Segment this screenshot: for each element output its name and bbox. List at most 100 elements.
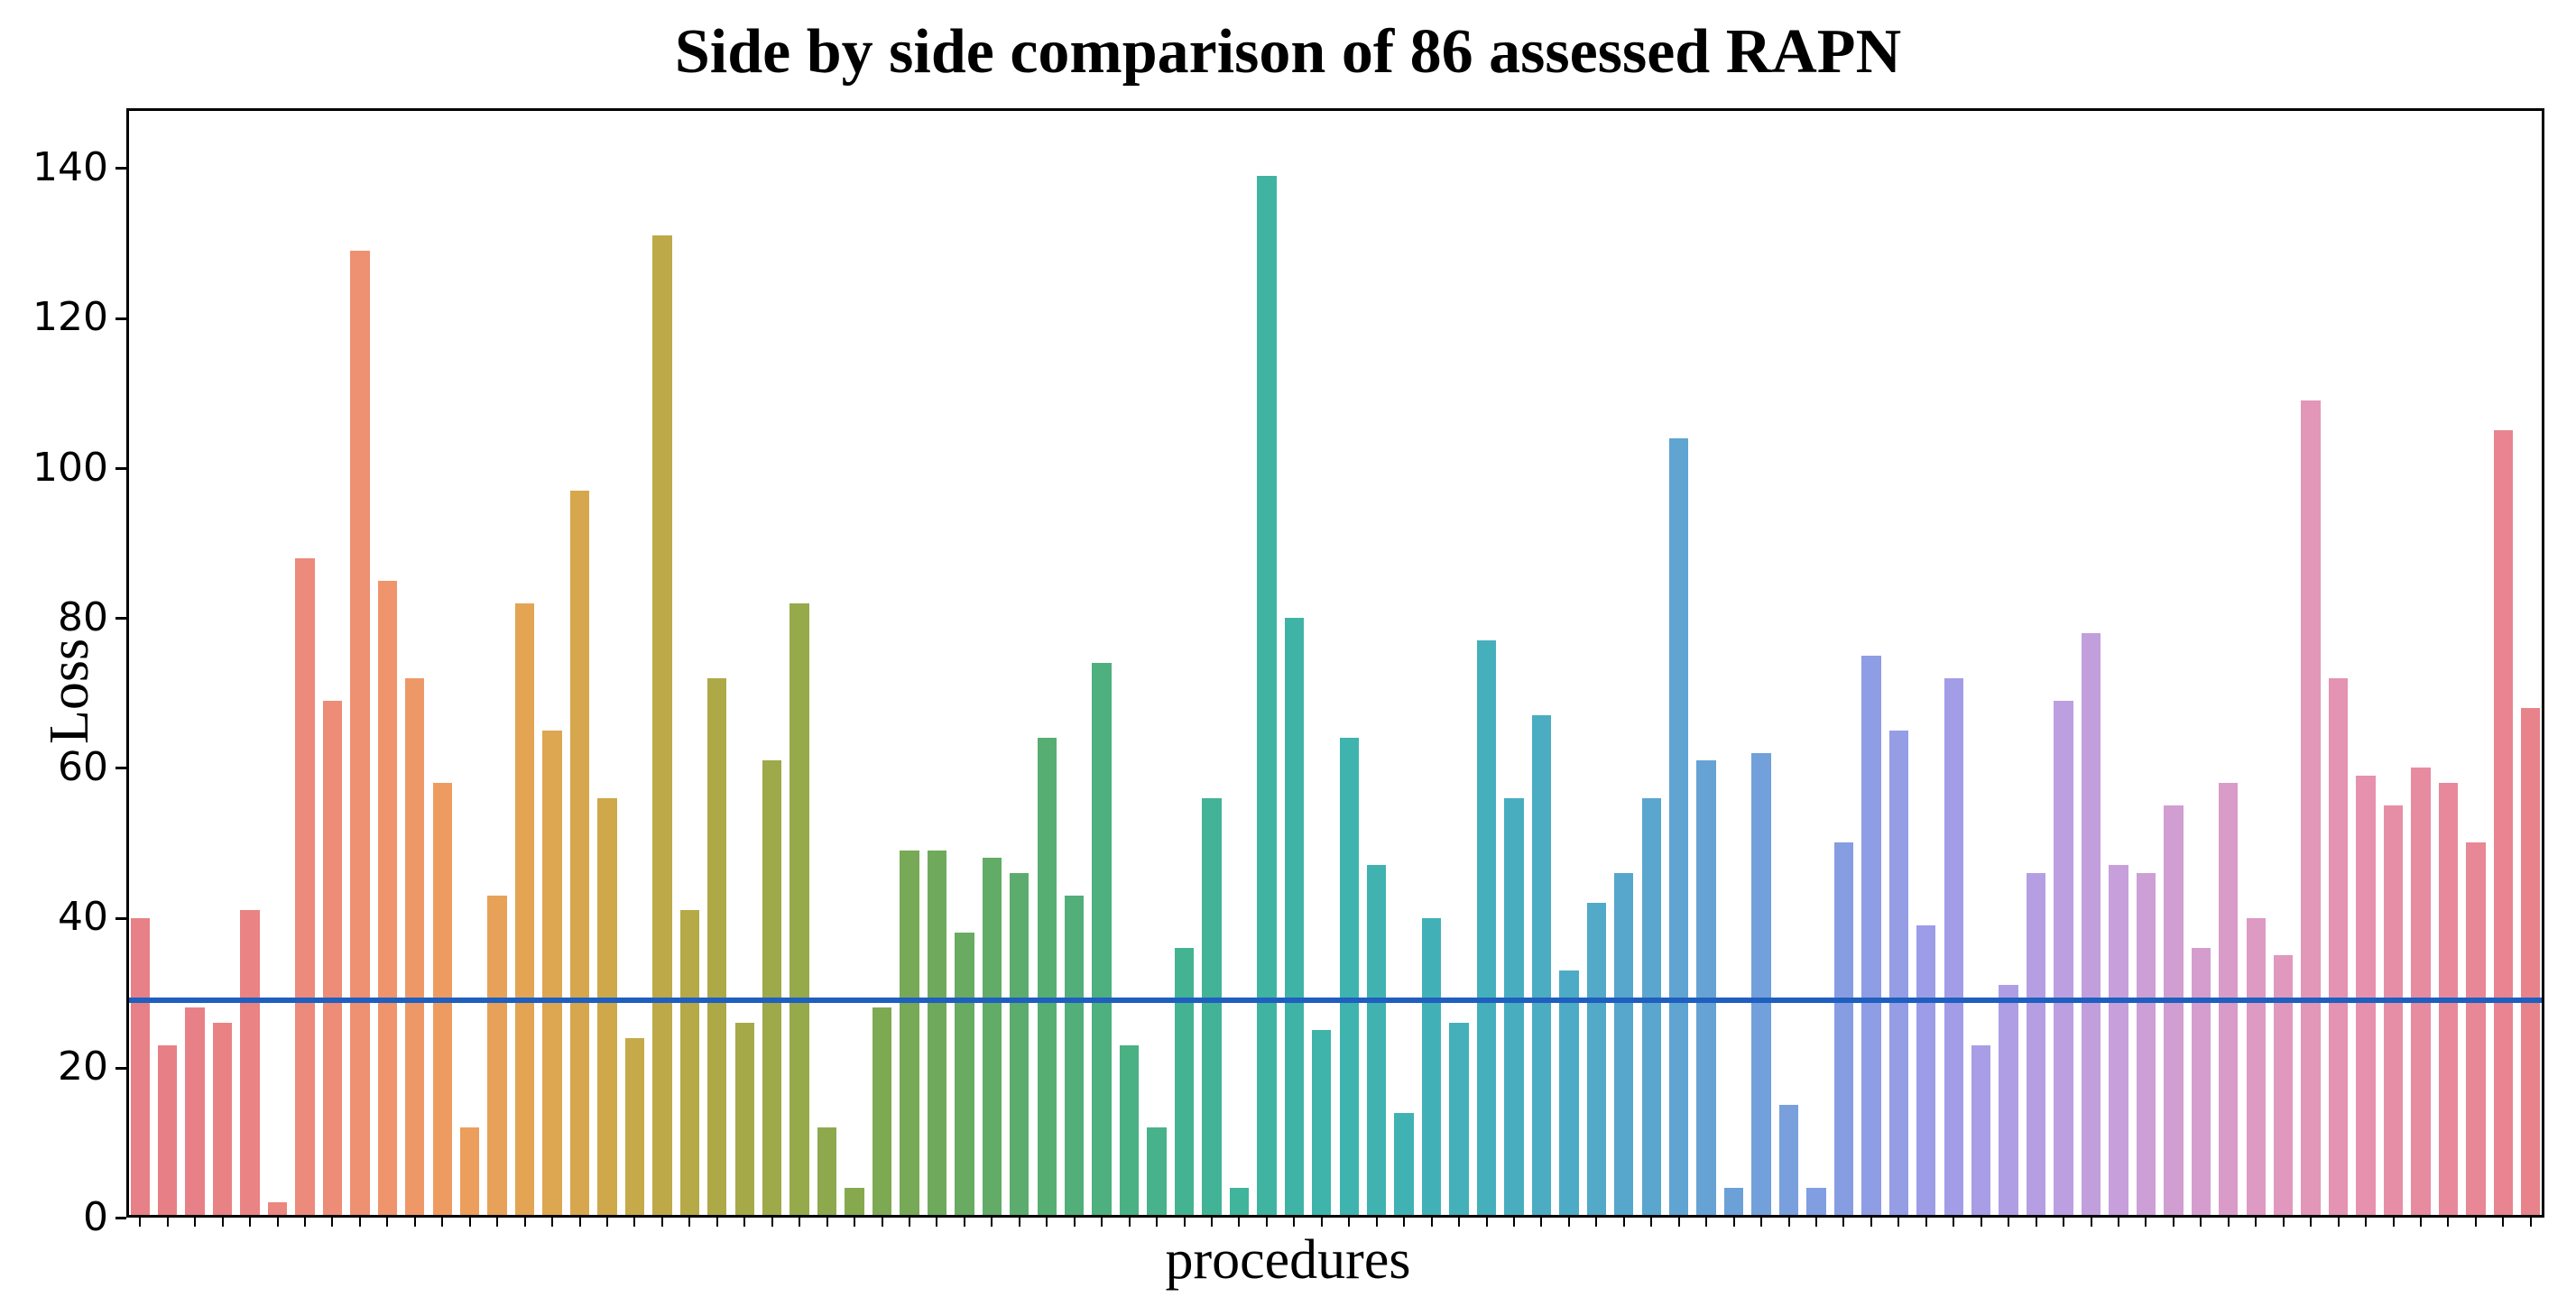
xtick-mark <box>1568 1218 1570 1227</box>
xtick-mark <box>1019 1218 1020 1227</box>
xtick-mark <box>2420 1218 2422 1227</box>
bar <box>185 1007 204 1218</box>
xtick-mark <box>882 1218 883 1227</box>
ytick-mark <box>115 917 126 920</box>
x-axis-label: procedures <box>0 1228 2576 1292</box>
bar <box>158 1045 177 1218</box>
xtick-mark <box>661 1218 663 1227</box>
bar <box>625 1038 644 1218</box>
xtick-mark <box>1046 1218 1048 1227</box>
xtick-mark <box>1293 1218 1295 1227</box>
xtick-mark <box>2475 1218 2477 1227</box>
xtick-mark <box>194 1218 196 1227</box>
xtick-mark <box>2338 1218 2340 1227</box>
ytick-label: 60 <box>27 744 108 790</box>
bar <box>789 603 808 1218</box>
xtick-mark <box>2502 1218 2504 1227</box>
xtick-mark <box>991 1218 993 1227</box>
xtick-mark <box>1129 1218 1131 1227</box>
xtick-mark <box>2310 1218 2312 1227</box>
bar <box>2027 873 2045 1218</box>
xtick-mark <box>2008 1218 2009 1227</box>
xtick-mark <box>139 1218 141 1227</box>
reference-line <box>126 998 2544 1003</box>
ytick-mark <box>115 1067 126 1070</box>
bar <box>1861 656 1880 1218</box>
xtick-mark <box>1431 1218 1433 1227</box>
bar <box>405 678 424 1218</box>
xtick-mark <box>2283 1218 2285 1227</box>
xtick-mark <box>222 1218 224 1227</box>
bar <box>1806 1188 1825 1218</box>
xtick-mark <box>799 1218 800 1227</box>
xtick-mark <box>2063 1218 2064 1227</box>
bar <box>2466 842 2485 1218</box>
xtick-mark <box>1101 1218 1103 1227</box>
bar <box>2494 430 2513 1218</box>
xtick-mark <box>331 1218 333 1227</box>
xtick-mark <box>1513 1218 1515 1227</box>
xtick-mark <box>964 1218 965 1227</box>
bar <box>1422 918 1441 1218</box>
xtick-mark <box>1266 1218 1268 1227</box>
chart-title: Side by side comparison of 86 assessed R… <box>0 16 2576 88</box>
bar <box>1340 738 1359 1218</box>
xtick-mark <box>1925 1218 1927 1227</box>
xtick-mark <box>743 1218 745 1227</box>
xtick-mark <box>579 1218 581 1227</box>
bar <box>570 491 589 1218</box>
xtick-mark <box>716 1218 718 1227</box>
xtick-mark <box>1348 1218 1350 1227</box>
bar <box>2164 805 2183 1218</box>
bar <box>542 731 561 1218</box>
bar <box>1257 176 1276 1218</box>
xtick-mark <box>1486 1218 1488 1227</box>
bar <box>597 798 616 1218</box>
xtick-mark <box>1788 1218 1790 1227</box>
bar <box>1120 1045 1139 1218</box>
bar <box>515 603 534 1218</box>
bar <box>1010 873 1029 1218</box>
bar <box>1202 798 1221 1218</box>
xtick-mark <box>606 1218 608 1227</box>
bar <box>817 1127 836 1218</box>
bar <box>735 1023 754 1218</box>
bar <box>1889 731 1908 1218</box>
xtick-mark <box>386 1218 388 1227</box>
bar <box>928 851 946 1218</box>
xtick-mark <box>1705 1218 1707 1227</box>
bar <box>900 851 919 1218</box>
xtick-mark <box>633 1218 635 1227</box>
bar <box>1999 985 2017 1218</box>
xtick-mark <box>1595 1218 1597 1227</box>
xtick-mark <box>1733 1218 1735 1227</box>
bar <box>323 701 342 1218</box>
xtick-mark <box>826 1218 828 1227</box>
bar <box>1944 678 1963 1218</box>
bar <box>1477 640 1496 1218</box>
xtick-mark <box>1842 1218 1844 1227</box>
y-axis-label: Loss <box>38 639 102 744</box>
ytick-mark <box>115 467 126 470</box>
xtick-mark <box>1184 1218 1186 1227</box>
bar <box>2521 708 2540 1218</box>
bar <box>1449 1023 1468 1218</box>
xtick-mark <box>441 1218 443 1227</box>
bar <box>955 933 974 1218</box>
xtick-mark <box>249 1218 251 1227</box>
xtick-mark <box>771 1218 773 1227</box>
xtick-mark <box>2145 1218 2147 1227</box>
bar <box>1779 1105 1798 1218</box>
chart-container: Side by side comparison of 86 assessed R… <box>0 0 2576 1306</box>
bar <box>873 1007 891 1218</box>
bar <box>983 858 1002 1218</box>
bar <box>131 918 150 1218</box>
bar <box>1971 1045 1990 1218</box>
xtick-mark <box>304 1218 306 1227</box>
xtick-mark <box>1321 1218 1323 1227</box>
xtick-mark <box>1760 1218 1762 1227</box>
bar <box>1532 715 1551 1218</box>
bar <box>1065 896 1084 1218</box>
bar <box>2356 776 2375 1218</box>
xtick-mark <box>2200 1218 2202 1227</box>
